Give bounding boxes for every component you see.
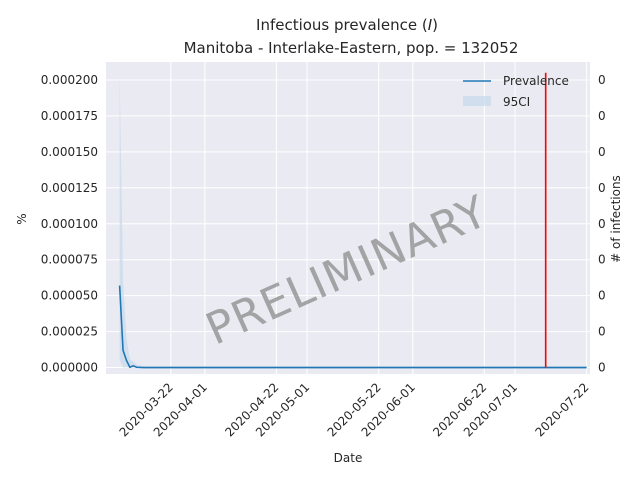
y-tick-label: 0.000050 bbox=[41, 289, 98, 303]
legend: Prevalence 95CI bbox=[463, 74, 569, 109]
y-tick-label: 0.000125 bbox=[41, 181, 98, 195]
grid bbox=[106, 62, 590, 374]
legend-95ci-swatch bbox=[463, 96, 491, 106]
y-tick-label: 0.000100 bbox=[41, 217, 98, 231]
y-right-tick-label: 0 bbox=[598, 361, 606, 375]
y-tick-labels: 0.000000 0.000025 0.000050 0.000075 0.000100… bbox=[41, 73, 98, 375]
y-right-tick-label: 0 bbox=[598, 109, 606, 123]
series-line-prevalence bbox=[118, 285, 587, 369]
y-tick-label: 0.000200 bbox=[41, 73, 98, 87]
x-axis-label: Date bbox=[334, 451, 363, 465]
y-right-tick-label: 0 bbox=[598, 145, 606, 159]
series-layer bbox=[118, 285, 587, 369]
y-tick-label: 0.000025 bbox=[41, 325, 98, 339]
y-tick-label: 0.000075 bbox=[41, 253, 98, 267]
chart-title: Infectious prevalence (I) bbox=[256, 16, 438, 34]
chart-title-close: ) bbox=[432, 16, 438, 34]
y-tick-label: 0.000175 bbox=[41, 109, 98, 123]
plot-area bbox=[106, 62, 590, 374]
chart-title-variable: I bbox=[428, 16, 433, 34]
chart-subtitle: Manitoba - Interlake-Eastern, pop. = 132… bbox=[184, 39, 519, 57]
legend-95ci-label: 95CI bbox=[503, 95, 530, 109]
y-right-tick-label: 0 bbox=[598, 217, 606, 231]
y-right-tick-labels: 0 0 0 0 0 0 0 0 0 bbox=[598, 73, 606, 375]
y-right-tick-label: 0 bbox=[598, 73, 606, 87]
legend-prevalence-label: Prevalence bbox=[503, 74, 569, 88]
y-right-tick-label: 0 bbox=[598, 325, 606, 339]
y-right-tick-label: 0 bbox=[598, 181, 606, 195]
y-right-tick-label: 0 bbox=[598, 289, 606, 303]
y-tick-label: 0.000150 bbox=[41, 145, 98, 159]
chart-title-text: Infectious prevalence ( bbox=[256, 16, 428, 34]
y-tick-label: 0.000000 bbox=[41, 361, 98, 375]
y-axis-label: % bbox=[15, 213, 29, 224]
y-right-axis-label: # of infections bbox=[609, 175, 623, 263]
y-right-tick-label: 0 bbox=[598, 253, 606, 267]
